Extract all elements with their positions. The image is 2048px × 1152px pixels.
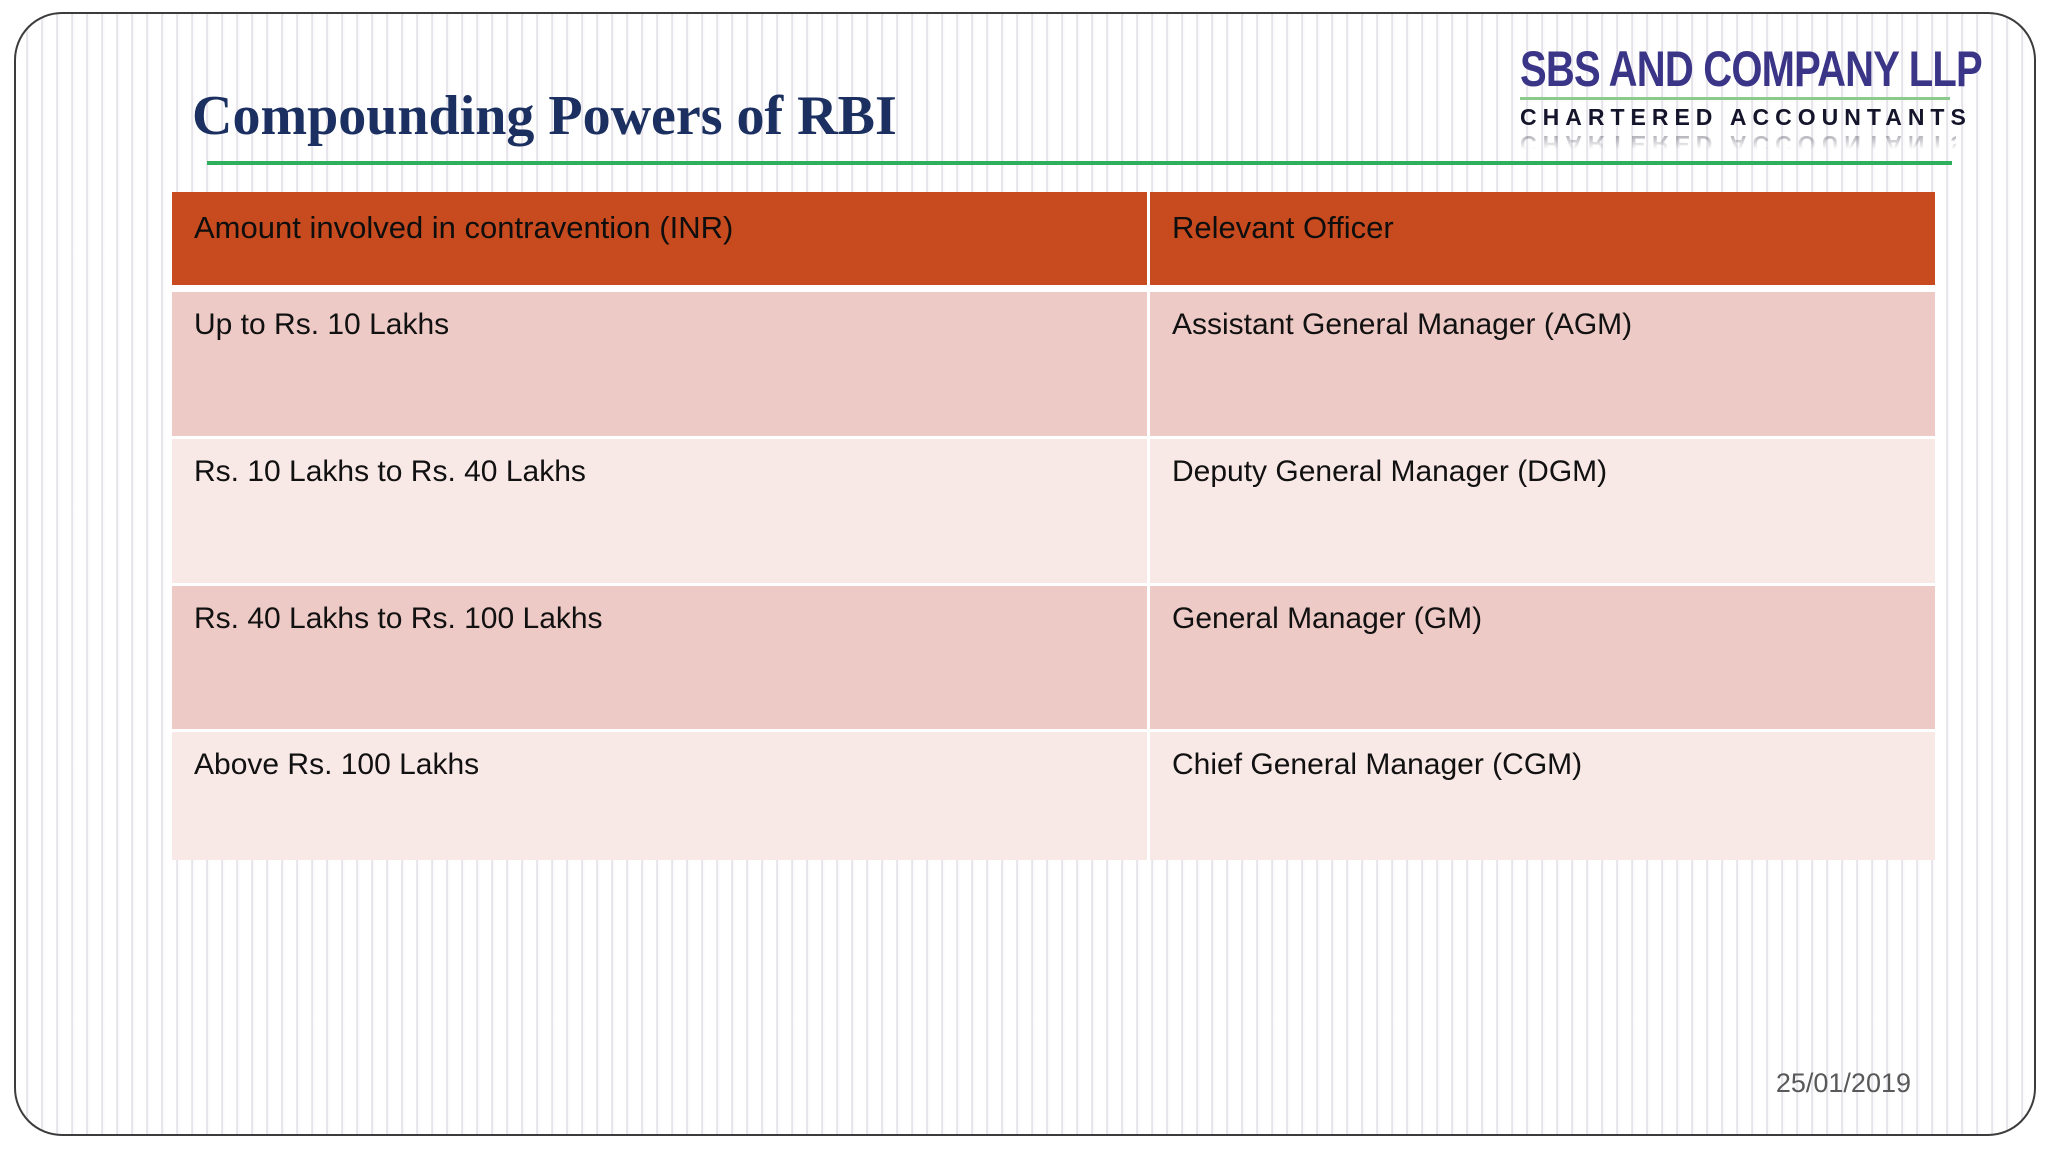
header-cell-officer: Relevant Officer [1150,192,1935,285]
cell-amount: Rs. 10 Lakhs to Rs. 40 Lakhs [172,439,1147,583]
cell-amount: Rs. 40 Lakhs to Rs. 100 Lakhs [172,586,1147,729]
cell-officer: Chief General Manager (CGM) [1150,732,1935,860]
title-underline [207,161,1952,165]
table-row: Up to Rs. 10 Lakhs Assistant General Man… [172,292,1935,436]
logo-tagline: CHARTERED ACCOUNTANTS [1520,104,1972,130]
logo-company-name: SBS AND COMPANY LLP [1520,41,1983,97]
compounding-powers-table: Amount involved in contravention (INR) R… [172,192,1935,860]
slide-frame: Compounding Powers of RBI SBS AND COMPAN… [14,12,2036,1136]
cell-amount: Up to Rs. 10 Lakhs [172,292,1147,436]
company-logo: SBS AND COMPANY LLP CHARTERED ACCOUNTANT… [1520,44,1983,157]
page-title: Compounding Powers of RBI [192,85,897,147]
cell-officer: General Manager (GM) [1150,586,1935,729]
cell-amount: Above Rs. 100 Lakhs [172,732,1147,860]
logo-tagline-reflection: CHARTERED ACCOUNTANTS [1520,131,1972,157]
header-cell-amount: Amount involved in contravention (INR) [172,192,1147,285]
cell-officer: Deputy General Manager (DGM) [1150,439,1935,583]
table-header-row: Amount involved in contravention (INR) R… [172,192,1935,285]
table-row: Rs. 40 Lakhs to Rs. 100 Lakhs General Ma… [172,586,1935,729]
table-row: Rs. 10 Lakhs to Rs. 40 Lakhs Deputy Gene… [172,439,1935,583]
slide-date: 25/01/2019 [1775,1068,1911,1098]
logo-divider-line [1520,97,1950,100]
table-row: Above Rs. 100 Lakhs Chief General Manage… [172,732,1935,860]
cell-officer: Assistant General Manager (AGM) [1150,292,1935,436]
